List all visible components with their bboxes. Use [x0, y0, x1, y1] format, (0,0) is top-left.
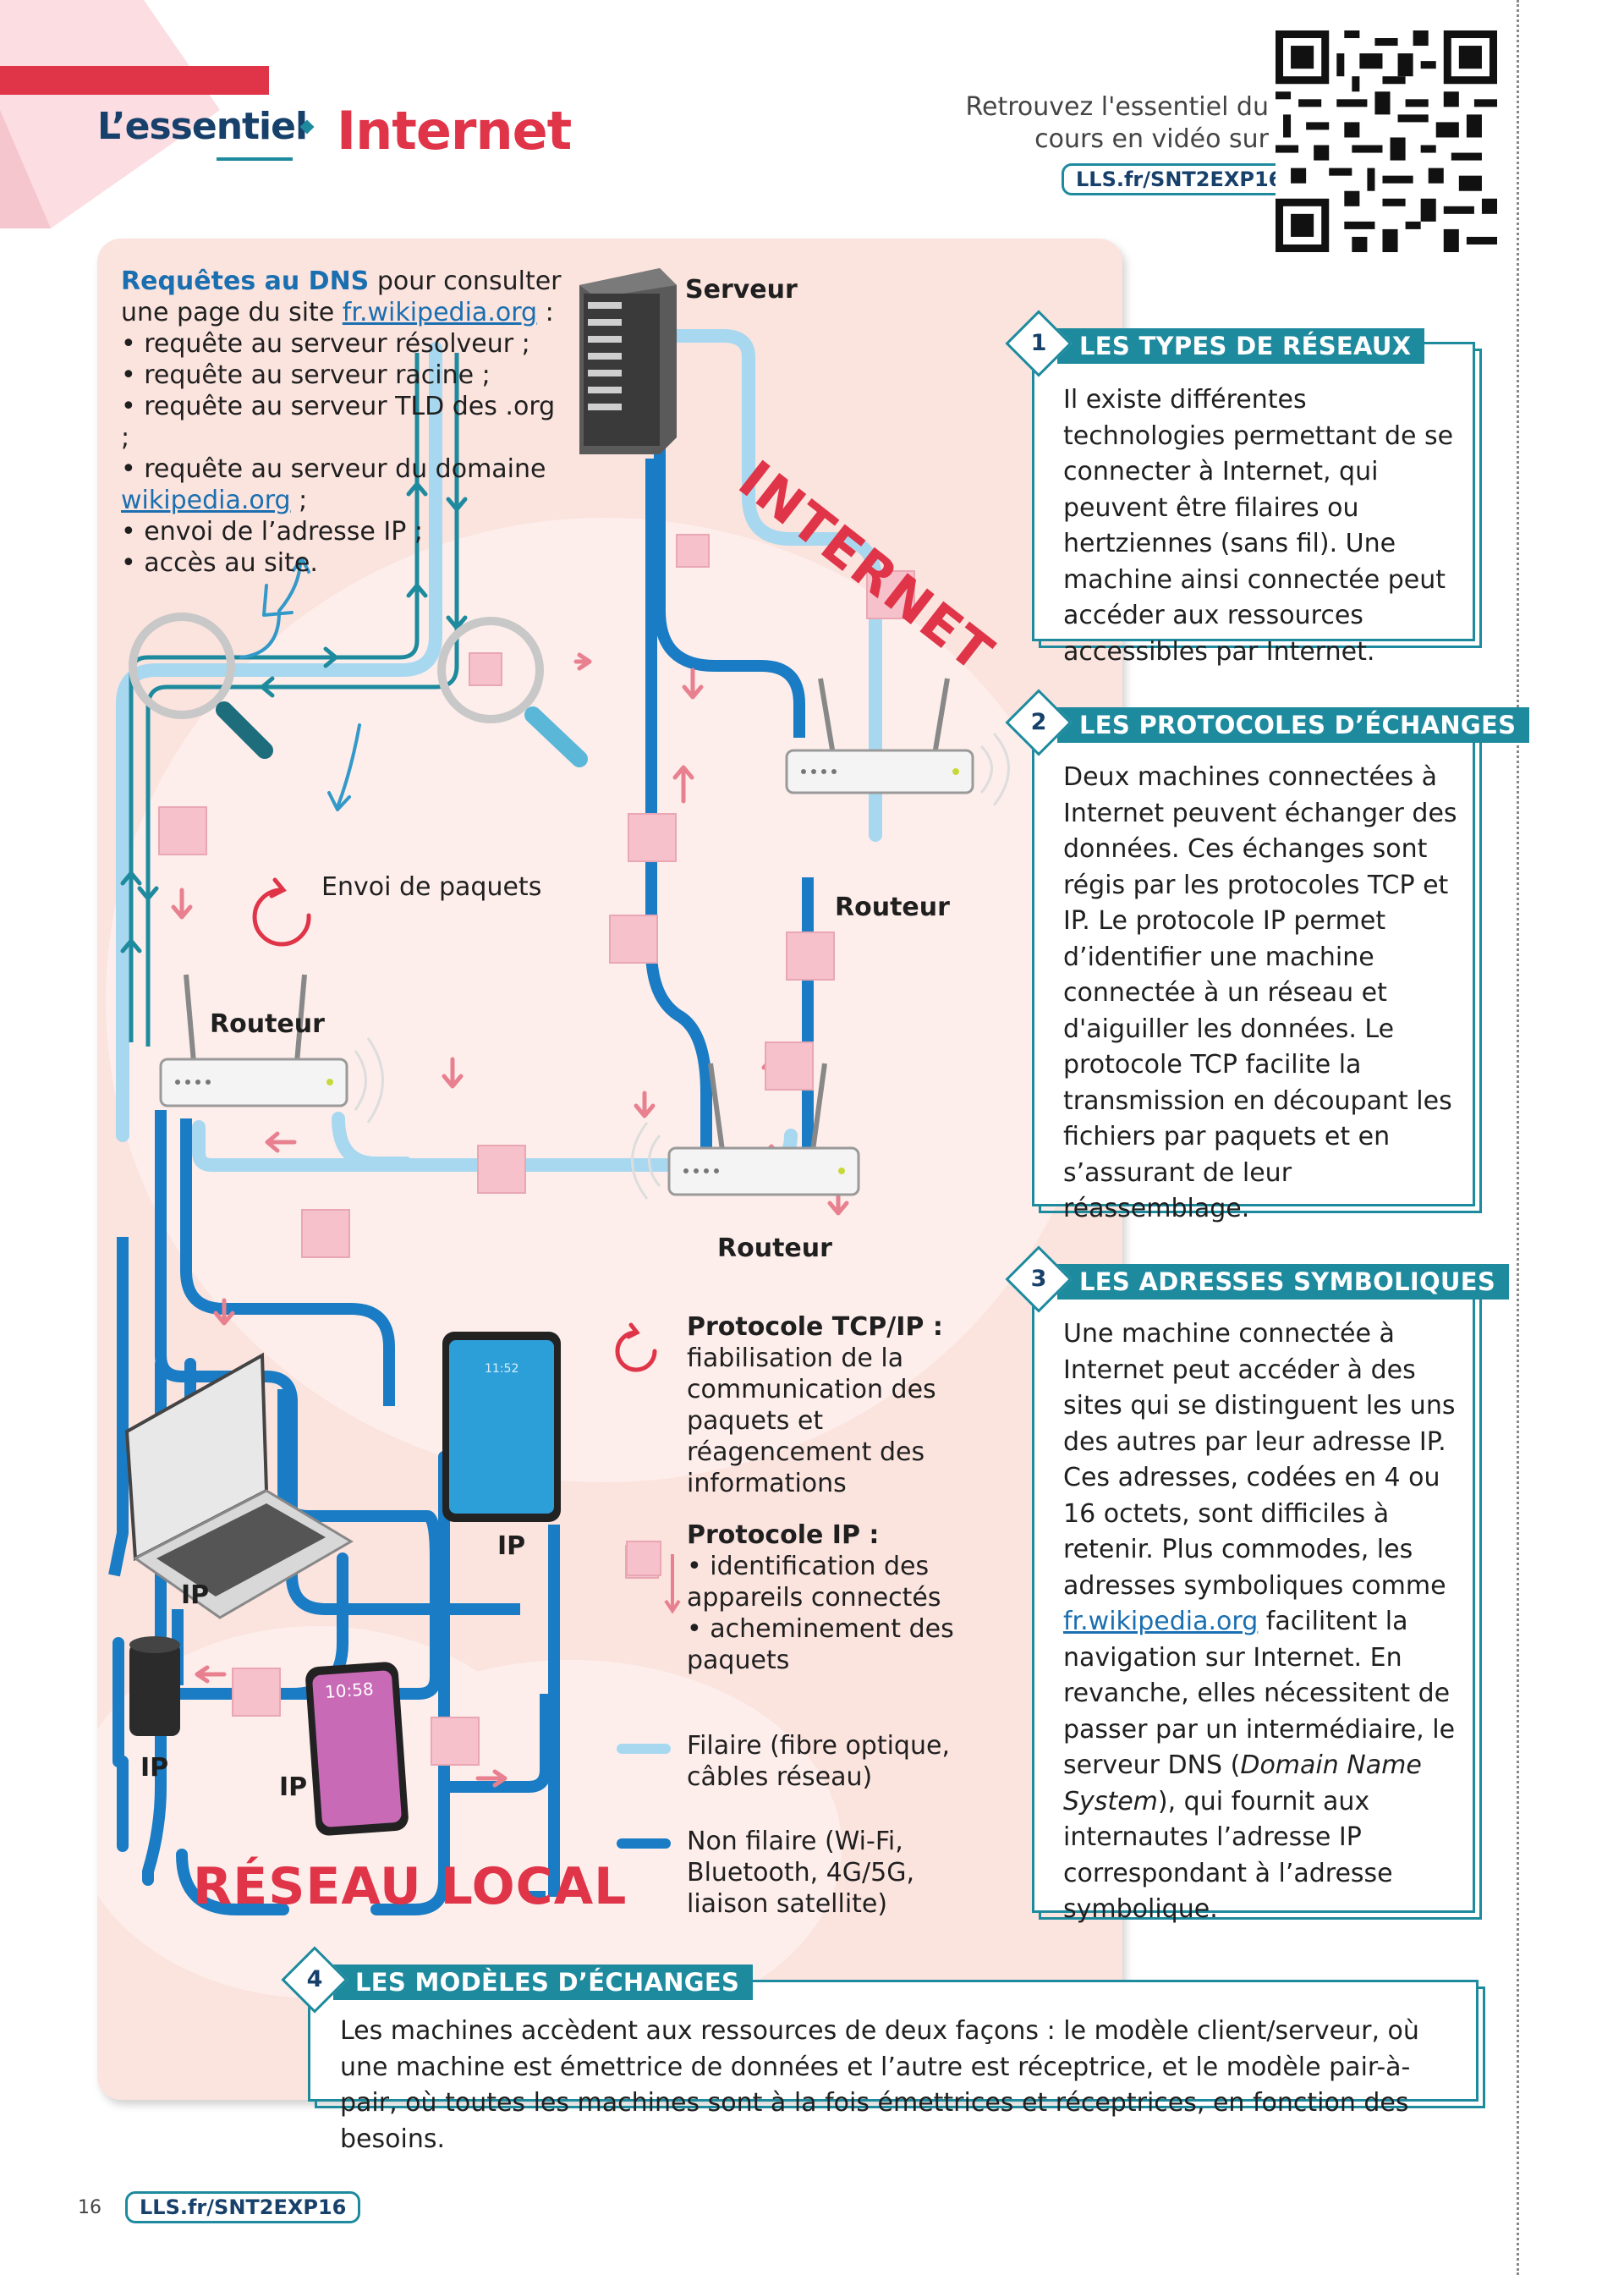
page-number: 16 [78, 2197, 102, 2218]
section-label: L’essentiel [97, 105, 308, 148]
page-title: Internet [337, 100, 572, 162]
smart-speaker-icon [129, 1636, 180, 1736]
laptop-icon [124, 1352, 354, 1619]
magnifier-icon [437, 617, 588, 767]
box-text-part: Une machine connectée à Internet peut ac… [1063, 1319, 1456, 1601]
legend-wireless: Non filaire (Wi-Fi, Bluetooth, 4G/5G, li… [687, 1827, 915, 1919]
list-item: • accès au site. [121, 548, 318, 578]
box-adresses [1032, 1278, 1475, 1913]
dns-title: Requêtes au DNS [121, 267, 370, 296]
phone-clock: 10:58 [324, 1679, 375, 1702]
list-item-text: • requête au serveur du domaine [121, 454, 546, 484]
list-item: • identification des appareils connectés [687, 1552, 941, 1613]
box-title: LES MODÈLES D’ÉCHANGES [333, 1965, 754, 2000]
box-text: Les machines accèdent aux ressources de … [340, 2016, 1419, 2154]
dns-colon: : [537, 298, 554, 327]
ip-label: IP [497, 1531, 526, 1561]
magnifier-icon [129, 613, 273, 759]
qr-code-icon[interactable] [1276, 30, 1497, 252]
video-link[interactable]: LLS.fr/SNT2EXP16 [1062, 163, 1298, 195]
list-item-suffix: ; [290, 486, 308, 515]
dns-site-link[interactable]: fr.wikipedia.org [342, 298, 538, 327]
router-label: Routeur [835, 893, 950, 922]
ip-label: IP [181, 1580, 210, 1610]
packets-label: Envoi de paquets [321, 872, 542, 902]
smartphone-icon [305, 1662, 409, 1836]
tablet-clock: 11:52 [485, 1362, 519, 1376]
legend-ip: Protocole IP : • identification des appa… [687, 1519, 966, 1676]
tablet-icon [442, 1332, 561, 1522]
list-item: • envoi de l’adresse IP ; [121, 517, 423, 547]
list-item: • requête au serveur racine ; [121, 360, 491, 390]
router-label: Routeur [717, 1234, 832, 1263]
box-text-part: ), qui fournit aux internautes l’adresse… [1063, 1786, 1393, 1925]
ip-label: IP [140, 1753, 169, 1783]
dns-intro: pour consulter une page du site [121, 267, 562, 327]
list-item: • requête au serveur résolveur ; [121, 329, 530, 359]
legend-ip-title: Protocole IP : [687, 1520, 880, 1550]
data-packets [158, 534, 915, 1766]
network-diagram [97, 268, 1104, 2032]
section-underline [217, 157, 293, 161]
wikipedia-link[interactable]: fr.wikipedia.org [1063, 1607, 1259, 1636]
decorative-corner [0, 0, 220, 228]
footer-link[interactable]: LLS.fr/SNT2EXP16 [125, 2191, 361, 2223]
dns-domain-link[interactable]: wikipedia.org [121, 486, 291, 515]
list-item: • requête au serveur TLD des .org ; [121, 392, 556, 453]
legend-tcp: Protocole TCP/IP : fiabilisation de la c… [687, 1311, 966, 1499]
box-title: LES ADRESSES SYMBOLIQUES [1057, 1264, 1510, 1300]
refresh-icon [252, 877, 311, 947]
router-label: Routeur [210, 1009, 325, 1039]
router-icon [631, 1063, 860, 1200]
legend-tcp-text: fiabilisation de la communication des pa… [687, 1344, 936, 1498]
list-item: • requête au serveur du domaine wikipedi… [121, 453, 569, 516]
server-label: Serveur [685, 275, 798, 305]
page-edge-dotted-line [1517, 0, 1519, 2275]
ip-label: IP [279, 1772, 308, 1802]
server-icon [579, 268, 677, 454]
box-text-italic: Domain Name System [1063, 1750, 1422, 1816]
dns-steps-list: • requête au serveur résolveur ; • requê… [121, 328, 569, 579]
list-item: • acheminement des paquets [687, 1614, 954, 1675]
video-caption: Retrouvez l'essentiel du cours en vidéo … [965, 92, 1269, 154]
legend-wired: Filaire (fibre optique, câbles réseau) [687, 1731, 950, 1792]
legend-tcp-refresh-icon [615, 1322, 657, 1372]
legend-packet-icon [626, 1541, 681, 1614]
box-title: LES PROTOCOLES D’ÉCHANGES [1057, 707, 1530, 743]
local-network-label: RÉSEAU LOCAL [193, 1857, 628, 1916]
box-protocoles [1032, 721, 1475, 1206]
box-modeles [308, 1980, 1479, 2102]
box-title: LES TYPES DE RÉSEAUX [1057, 328, 1425, 364]
box-text: Il existe différentes technologies perme… [1063, 385, 1454, 667]
router-icon [785, 678, 1010, 806]
box-text-part: facilitent la navigation sur Internet. E… [1063, 1607, 1456, 1780]
box-text: Deux machines connectées à Internet peuv… [1063, 762, 1457, 1223]
box-text: Une machine connectée à Internet peut ac… [1063, 1316, 1461, 1928]
router-icon [159, 974, 384, 1124]
dns-requests-text: Requêtes au DNS pour consulter une page … [121, 266, 569, 579]
legend-tcp-title: Protocole TCP/IP : [687, 1312, 943, 1342]
header-red-bar [0, 66, 269, 95]
